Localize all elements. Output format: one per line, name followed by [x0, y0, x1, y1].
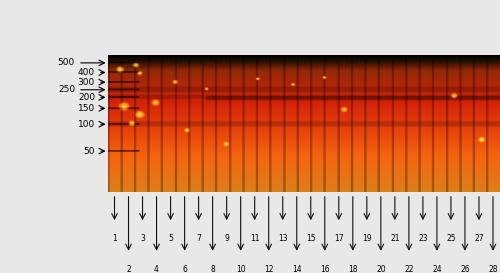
Text: 250: 250 — [58, 85, 75, 94]
Text: 4: 4 — [154, 265, 159, 273]
Text: 18: 18 — [348, 265, 358, 273]
Text: 10: 10 — [236, 265, 246, 273]
Text: 21: 21 — [390, 234, 400, 243]
Text: 50: 50 — [84, 147, 95, 156]
Text: 1: 1 — [112, 234, 117, 243]
Text: 17: 17 — [334, 234, 344, 243]
Text: 27: 27 — [474, 234, 484, 243]
Text: 150: 150 — [78, 104, 95, 113]
Text: 200: 200 — [78, 93, 95, 102]
Text: 22: 22 — [404, 265, 413, 273]
Text: 100: 100 — [78, 120, 95, 129]
Text: 500: 500 — [58, 58, 75, 67]
Text: 16: 16 — [320, 265, 330, 273]
Text: 13: 13 — [278, 234, 287, 243]
Text: 12: 12 — [264, 265, 274, 273]
Text: 8: 8 — [210, 265, 215, 273]
Text: 14: 14 — [292, 265, 302, 273]
Text: 20: 20 — [376, 265, 386, 273]
Text: 9: 9 — [224, 234, 229, 243]
Text: 2: 2 — [126, 265, 131, 273]
Text: 28: 28 — [488, 265, 498, 273]
Text: 23: 23 — [418, 234, 428, 243]
Text: 15: 15 — [306, 234, 316, 243]
Text: 25: 25 — [446, 234, 456, 243]
Text: 6: 6 — [182, 265, 187, 273]
Text: 5: 5 — [168, 234, 173, 243]
Text: 400: 400 — [78, 68, 95, 77]
Text: 24: 24 — [432, 265, 442, 273]
Text: 7: 7 — [196, 234, 201, 243]
Text: 26: 26 — [460, 265, 470, 273]
Text: 19: 19 — [362, 234, 372, 243]
Text: 11: 11 — [250, 234, 260, 243]
Text: 3: 3 — [140, 234, 145, 243]
Text: 300: 300 — [78, 78, 95, 87]
